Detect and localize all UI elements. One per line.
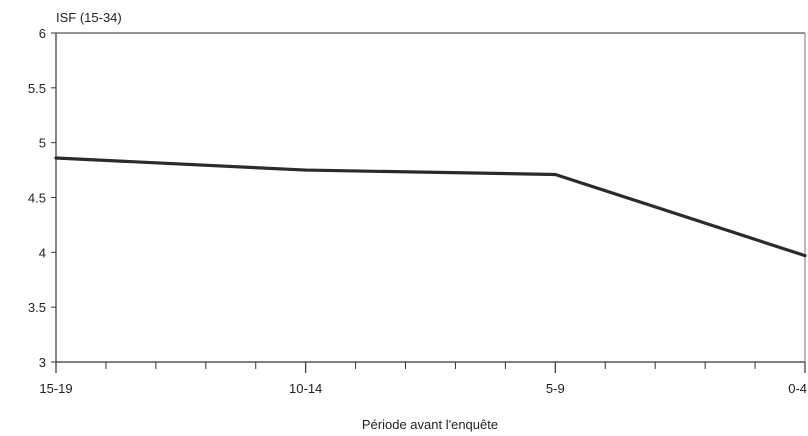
data-point: [54, 156, 58, 160]
y-tick-label: 6: [39, 26, 46, 41]
x-tick-label: 10-14: [289, 381, 322, 396]
x-axis-title: Période avant l'enquête: [362, 417, 498, 432]
plot-frame: [55, 32, 806, 363]
y-tick-label: 4: [39, 245, 46, 260]
y-axis-title: ISF (15-34): [56, 10, 122, 25]
y-tick-label: 3: [39, 355, 46, 370]
data-point: [553, 172, 557, 177]
y-axis: 3 3.5 4 4.5 5 5.5 6: [28, 26, 56, 370]
series-line: [55, 156, 806, 258]
y-tick-label: 4.5: [28, 191, 46, 206]
y-tick-label: 5.5: [28, 81, 46, 96]
data-point: [803, 254, 807, 258]
series-group: [54, 156, 807, 258]
x-tick-label: 15-19: [39, 381, 72, 396]
y-tick-label: 3.5: [28, 300, 46, 315]
x-axis: 15-19 10-14 5-9 0-4: [39, 362, 807, 396]
x-tick-label: 0-4: [788, 381, 807, 396]
y-tick-label: 5: [39, 136, 46, 151]
data-point: [304, 168, 308, 172]
x-tick-label: 5-9: [546, 381, 565, 396]
